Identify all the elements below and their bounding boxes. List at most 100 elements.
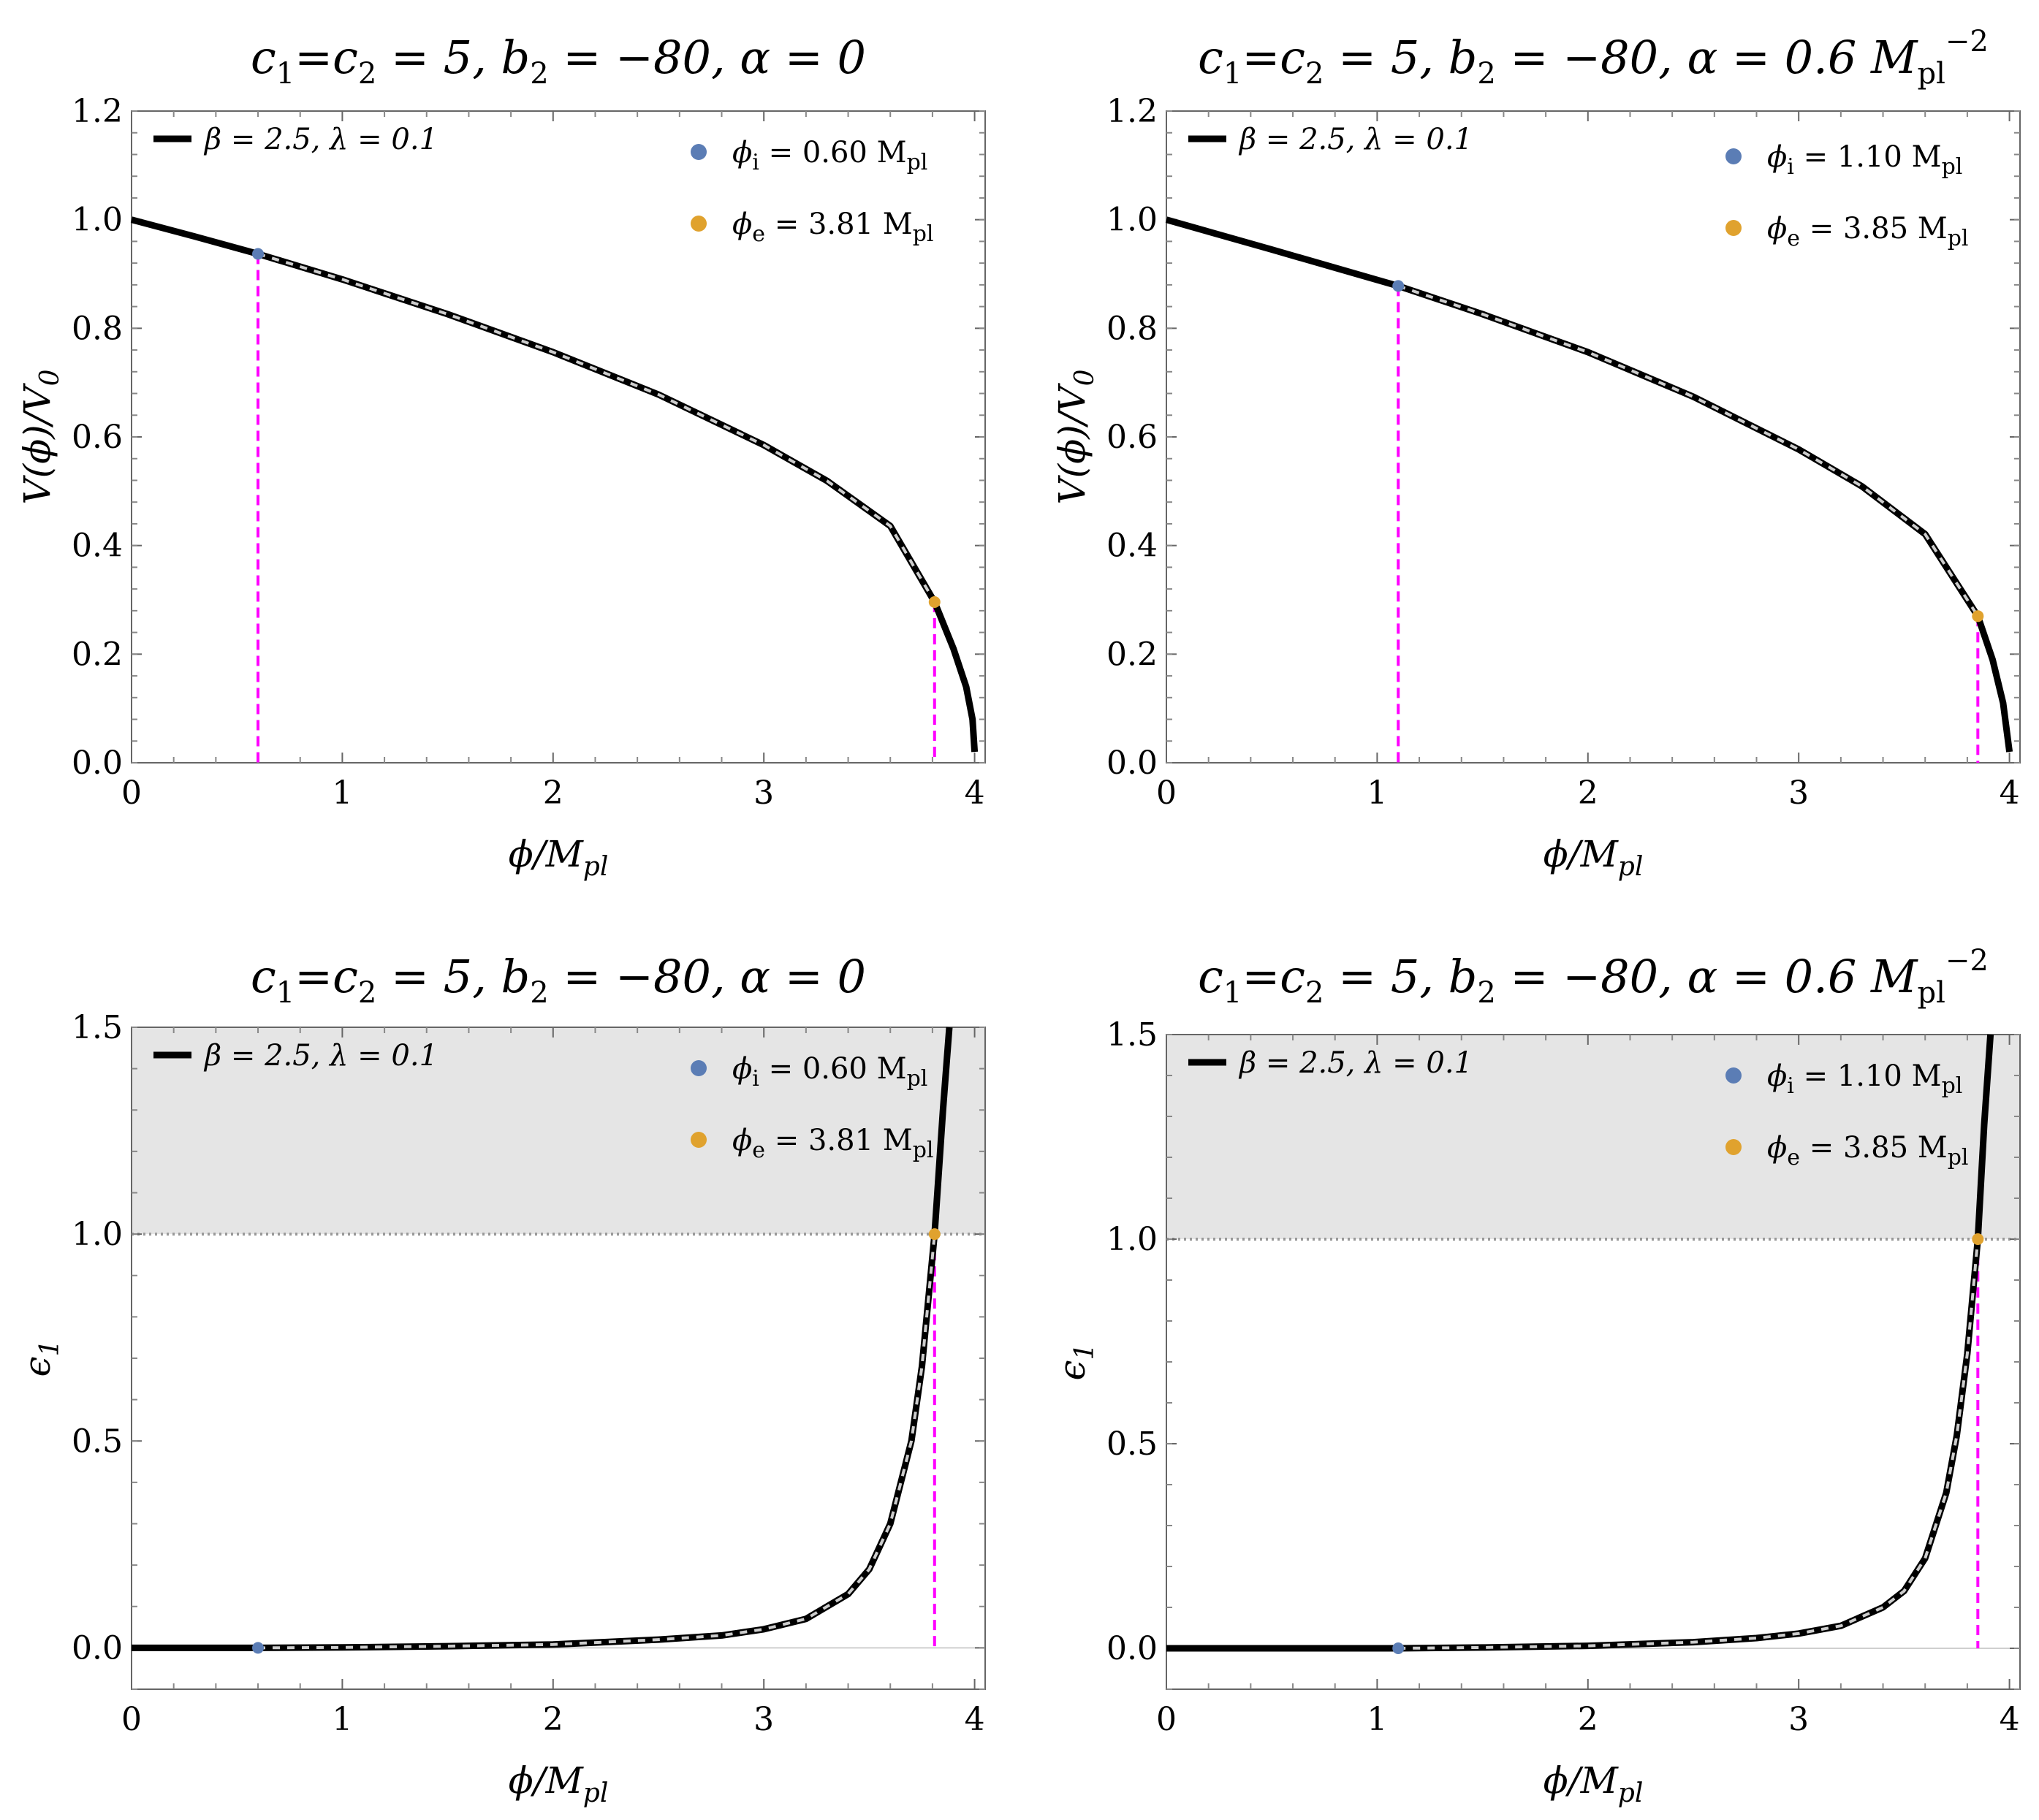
xlabel-sub: pl (583, 1778, 609, 1808)
legend-part: ϕ (1767, 212, 1787, 245)
y-axis-label: V(ϕ)/V0 (16, 369, 65, 504)
x-axis-label: ϕ/Mpl (509, 1759, 609, 1808)
title-sub: 2 (1477, 57, 1495, 91)
curve-inflation-overlay (1398, 1238, 1980, 1650)
x-tick-label: 3 (753, 774, 774, 812)
xlabel-main: ϕ/M (1544, 833, 1620, 875)
legend-part: ϕ (1767, 1059, 1787, 1093)
legend-part: = 3.85 M (1800, 1131, 1948, 1165)
legend-sub: i (1787, 154, 1794, 180)
title-sub: 1 (1223, 57, 1242, 91)
y-tick-label: 0.5 (72, 1423, 123, 1460)
legend-part: ϕ (1767, 140, 1787, 174)
phi-e-point (1972, 1233, 1984, 1245)
y-tick-label: 1.2 (72, 93, 123, 130)
phi-i-point (252, 1642, 265, 1654)
ylabel-sub: 0 (1070, 369, 1100, 386)
legend-phi-i-label: ϕi = 1.10 Mpl (1767, 1059, 1962, 1099)
y-tick-label: 0.0 (72, 1629, 123, 1667)
x-tick-label: 4 (2000, 774, 2020, 812)
legend-phi-i-label: ϕi = 1.10 Mpl (1767, 140, 1962, 180)
legend-phi-i-dot (1725, 1067, 1742, 1084)
title-unit-sup: −2 (1945, 944, 1989, 978)
title-unit: M (1870, 950, 1918, 1003)
x-tick-label: 1 (332, 774, 352, 812)
title-part: c (251, 950, 276, 1003)
y-tick-label: 0.0 (1106, 745, 1158, 782)
title-unit-sup: −2 (1945, 25, 1989, 58)
legend-phi-e-dot (691, 1132, 707, 1148)
y-axis-label: ϵ1 (1051, 1344, 1100, 1381)
x-tick-label: 0 (121, 1701, 142, 1738)
legend-line-label: β = 2.5, λ = 0.1 (1238, 1046, 1473, 1080)
x-tick-label: 2 (1578, 774, 1598, 812)
legend-part: ϕ (732, 136, 752, 170)
title-unit: M (1870, 31, 1918, 84)
legend-phi-i-label: ϕi = 0.60 Mpl (732, 1052, 927, 1092)
y-tick-label: 0.0 (1106, 1630, 1158, 1667)
title-sub: 2 (530, 57, 548, 91)
title-part: =c (295, 31, 358, 84)
title-part: =c (295, 950, 358, 1003)
x-tick-label: 3 (1788, 774, 1809, 812)
xlabel-main: ϕ/M (509, 1759, 585, 1802)
legend-part: ϕ (1767, 1131, 1787, 1165)
legend-sub: i (1787, 1073, 1794, 1099)
curve-line (1166, 1034, 1994, 1652)
title-sub: 2 (1305, 976, 1324, 1010)
legend-phi-e-dot (691, 216, 707, 232)
x-tick-label: 1 (1367, 774, 1387, 812)
title-sub: 2 (1305, 57, 1324, 91)
title-sub: 1 (276, 976, 295, 1010)
ylabel-sub: 1 (1070, 1344, 1100, 1360)
phi-i-point (1392, 280, 1405, 292)
legend-part: = 0.60 M (759, 1052, 907, 1086)
y-tick-label: 0.2 (1106, 636, 1158, 673)
legend-sub: e (752, 221, 765, 247)
legend-phi-i-dot (691, 144, 707, 160)
title-sub: 2 (1477, 976, 1495, 1010)
x-axis-label: ϕ/Mpl (509, 833, 609, 882)
curve-inflation-overlay (257, 252, 936, 604)
curve-line (132, 1027, 953, 1651)
legend-sub: i (752, 1066, 759, 1092)
x-tick-label: 3 (753, 1701, 774, 1738)
title-part: = 5, b (376, 31, 530, 84)
title-part: = 5, b (1324, 950, 1477, 1003)
legend-part: = 1.10 M (1794, 140, 1942, 174)
legend-phi-e-dot (1725, 1139, 1742, 1155)
y-tick-label: 0.5 (1106, 1425, 1158, 1463)
legend-sub: pl (913, 1138, 934, 1163)
xlabel-sub: pl (1618, 1778, 1644, 1808)
legend-sub: e (1787, 1145, 1800, 1170)
title-part: c (1198, 31, 1223, 84)
title-part: =c (1242, 950, 1305, 1003)
shaded-region (132, 1027, 985, 1235)
y-tick-label: 1.0 (72, 202, 123, 239)
curve-line (1165, 216, 2013, 753)
phi-i-point (1392, 1642, 1405, 1654)
title-part: =c (1242, 31, 1305, 84)
legend-line-label: β = 2.5, λ = 0.1 (203, 1039, 438, 1073)
y-tick-label: 1.0 (1106, 202, 1158, 239)
title-sub: 1 (276, 57, 295, 91)
x-tick-label: 3 (1788, 1701, 1809, 1738)
legend-part: ϕ (732, 207, 752, 241)
legend-sub: pl (907, 1066, 928, 1092)
y-tick-label: 0.0 (72, 745, 123, 782)
legend-part: = 1.10 M (1794, 1059, 1942, 1093)
plot-frame (1166, 110, 2021, 764)
x-tick-label: 0 (1156, 774, 1177, 812)
legend-sub: pl (1942, 1073, 1963, 1099)
y-tick-label: 0.2 (72, 636, 123, 673)
legend-sub: pl (1948, 1145, 1969, 1170)
x-tick-label: 1 (1367, 1701, 1387, 1738)
legend-sub: pl (1948, 226, 1969, 251)
phi-i-point (252, 248, 265, 260)
ylabel-sub: 1 (35, 1340, 65, 1357)
legend-part: = 3.81 M (765, 1124, 913, 1157)
title-sub: 2 (358, 976, 376, 1010)
phi-e-point (928, 1228, 941, 1241)
legend-phi-e-dot (1725, 220, 1742, 236)
x-tick-label: 0 (121, 774, 142, 812)
